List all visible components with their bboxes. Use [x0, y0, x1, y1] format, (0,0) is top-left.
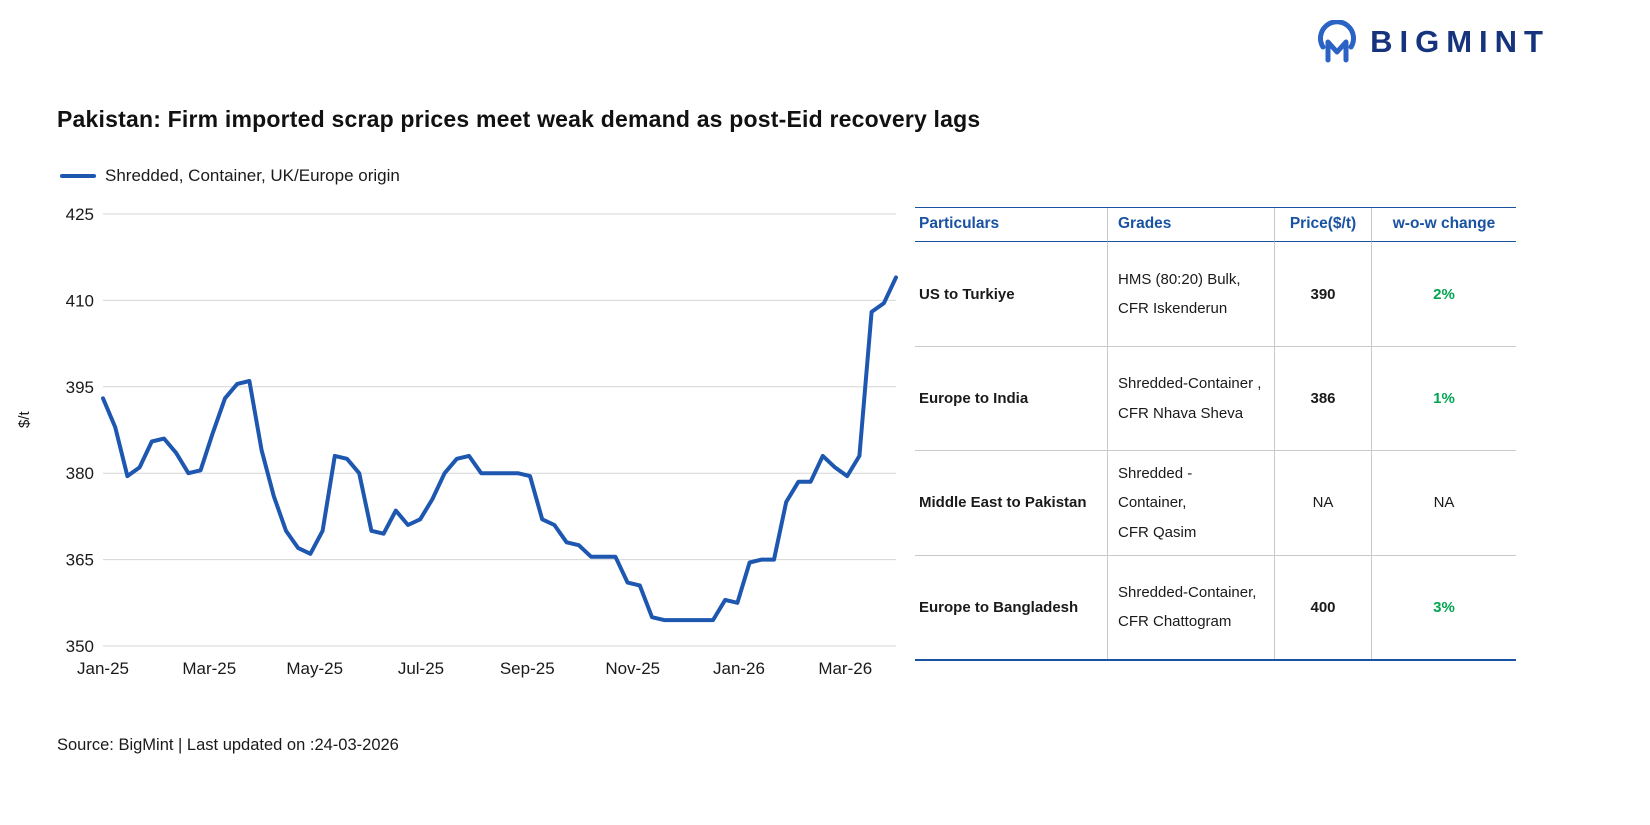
- grade-line-1: HMS (80:20) Bulk,: [1118, 270, 1241, 288]
- cell-wow-change: 2%: [1371, 242, 1516, 346]
- cell-wow-change: 3%: [1371, 554, 1516, 659]
- header-particulars: Particulars: [915, 208, 1107, 242]
- price-table: Particulars Grades Price($/t) w-o-w chan…: [915, 207, 1516, 661]
- header-price: Price($/t): [1274, 208, 1371, 242]
- cell-price: 386: [1274, 346, 1371, 450]
- y-tick-label: 350: [66, 637, 94, 656]
- y-axis-title: $/t: [16, 411, 33, 428]
- cell-particulars: US to Turkiye: [919, 285, 1015, 303]
- header-grades: Grades: [1107, 208, 1274, 242]
- cell-particulars: Europe to Bangladesh: [915, 554, 1107, 659]
- bigmint-logo-icon: [1318, 20, 1357, 63]
- cell-price: NA: [1274, 450, 1371, 555]
- x-tick-label: Jan-25: [77, 659, 129, 678]
- legend-line-swatch: [60, 174, 96, 178]
- price-line-chart: 350 365 380 395 410 425 Jan-25 Mar-25 May-25 Jul-…: [66, 205, 898, 678]
- x-tick-label: Nov-25: [605, 659, 660, 678]
- bigmint-logo: BIGMINT: [1314, 20, 1550, 64]
- x-tick-label: Jan-26: [713, 659, 765, 678]
- grade-line-2: CFR Chattogram: [1118, 613, 1232, 631]
- grade-line-2: CFR Qasim: [1118, 523, 1197, 541]
- source-note: Source: BigMint | Last updated on :24-03…: [57, 736, 399, 754]
- grade-line-1: Shredded - Container,: [1118, 465, 1193, 512]
- cell-wow-change: NA: [1371, 450, 1516, 555]
- cell-particulars: Europe to India: [915, 346, 1107, 450]
- header-wow-change: w-o-w change: [1371, 208, 1516, 242]
- cell-grades: Shredded-Container , CFR Nhava Sheva: [1107, 346, 1274, 450]
- chart-legend: Shredded, Container, UK/Europe origin: [60, 166, 400, 186]
- cell-grades: Shredded-Container, CFR Chattogram: [1107, 554, 1274, 659]
- cell-grades: HMS (80:20) Bulk, CFR Iskenderun: [1107, 242, 1274, 346]
- x-tick-label: Jul-25: [398, 659, 444, 678]
- bigmint-logo-text: BIGMINT: [1370, 24, 1550, 59]
- cell-particulars: Middle East to Pakistan: [915, 450, 1107, 555]
- grade-line-2: CFR Nhava Sheva: [1118, 404, 1244, 422]
- grade-line-1: Shredded-Container ,: [1118, 375, 1262, 393]
- grade-line-2: CFR Iskenderun: [1118, 300, 1228, 317]
- y-tick-label: 425: [66, 205, 94, 224]
- chart-area: 350 365 380 395 410 425 Jan-25 Mar-25 May-25 Jul-…: [48, 198, 908, 690]
- legend-label: Shredded, Container, UK/Europe origin: [105, 166, 400, 185]
- price-line: [101, 275, 898, 623]
- cell-price: 390: [1274, 242, 1371, 346]
- x-tick-label: Mar-25: [182, 659, 236, 678]
- cell-grades: Shredded - Container, CFR Qasim: [1107, 450, 1274, 555]
- grade-line-1: Shredded-Container,: [1118, 584, 1257, 601]
- cell-wow-change: 1%: [1371, 346, 1516, 450]
- x-tick-label: Sep-25: [500, 659, 555, 678]
- page-title: Pakistan: Firm imported scrap prices mee…: [57, 106, 981, 132]
- x-tick-label: Mar-26: [818, 659, 872, 678]
- y-tick-label: 410: [66, 291, 94, 310]
- x-tick-label: May-25: [286, 659, 343, 678]
- y-tick-label: 365: [66, 551, 94, 570]
- y-tick-label: 380: [66, 464, 94, 483]
- cell-price: 400: [1274, 554, 1371, 659]
- y-tick-label: 395: [66, 378, 94, 397]
